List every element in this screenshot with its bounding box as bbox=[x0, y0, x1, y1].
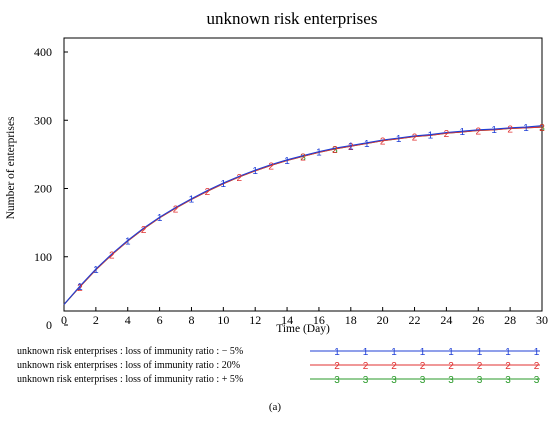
legend-marker-2: 2 bbox=[534, 361, 540, 372]
legend-marker-3: 3 bbox=[391, 375, 397, 386]
x-tick-label: 20 bbox=[377, 313, 389, 327]
x-tick-label: 18 bbox=[345, 313, 357, 327]
legend-marker-1: 1 bbox=[448, 347, 454, 358]
series-marker-1: 1 bbox=[523, 123, 529, 134]
series-marker-2: 2 bbox=[268, 161, 274, 172]
legend-marker-2: 2 bbox=[420, 361, 426, 372]
legend-marker-3: 3 bbox=[420, 375, 426, 386]
chart-title: unknown risk enterprises bbox=[207, 9, 378, 28]
figure-caption: (a) bbox=[269, 401, 282, 413]
series-marker-2: 2 bbox=[109, 251, 115, 262]
y-axis: 0 100 200 300 400 bbox=[34, 45, 68, 332]
legend-marker-3: 3 bbox=[334, 375, 340, 386]
x-axis-label: Time (Day) bbox=[276, 323, 330, 335]
legend-marker-1: 1 bbox=[477, 347, 483, 358]
y-tick-label: 0 bbox=[46, 318, 52, 332]
legend-marker-2: 2 bbox=[334, 361, 340, 372]
x-tick-label: 8 bbox=[188, 313, 194, 327]
x-tick-label: 22 bbox=[409, 313, 421, 327]
legend: unknown risk enterprises : loss of immun… bbox=[17, 346, 540, 386]
series-marker-2: 2 bbox=[475, 126, 481, 137]
legend-label: unknown risk enterprises : loss of immun… bbox=[17, 374, 243, 385]
x-tick-label: 16 bbox=[313, 313, 325, 327]
series-marker-1: 1 bbox=[316, 148, 322, 159]
series-line-2 bbox=[63, 126, 543, 305]
legend-marker-1: 1 bbox=[363, 347, 369, 358]
legend-marker-1: 1 bbox=[534, 347, 540, 358]
x-tick-label: 14 bbox=[281, 313, 293, 327]
series-marker-1: 1 bbox=[364, 139, 370, 150]
legend-marker-2: 2 bbox=[505, 361, 511, 372]
series-marker-1: 1 bbox=[491, 125, 497, 136]
legend-marker-2: 2 bbox=[448, 361, 454, 372]
series-marker-2: 2 bbox=[300, 152, 306, 163]
series-marker-2: 2 bbox=[444, 129, 450, 140]
series-lines bbox=[63, 125, 543, 305]
series-marker-3: 3 bbox=[539, 123, 545, 134]
series-marker-1: 1 bbox=[284, 156, 290, 167]
plot-frame bbox=[63, 37, 543, 312]
series-marker-1: 1 bbox=[189, 195, 195, 206]
legend-marker-1: 1 bbox=[420, 347, 426, 358]
series-marker-1: 1 bbox=[77, 282, 83, 293]
series-marker-1: 1 bbox=[348, 142, 354, 153]
x-tick-label: 24 bbox=[440, 313, 452, 327]
legend-marker-1: 1 bbox=[391, 347, 397, 358]
x-tick-label: 12 bbox=[249, 313, 261, 327]
x-tick-label: 6 bbox=[157, 313, 163, 327]
legend-marker-2: 2 bbox=[477, 361, 483, 372]
series-marker-2: 2 bbox=[539, 123, 545, 134]
y-tick-label: 200 bbox=[34, 182, 52, 196]
series-marker-1: 1 bbox=[428, 131, 434, 142]
legend-marker-3: 3 bbox=[505, 375, 511, 386]
legend-marker-2: 2 bbox=[391, 361, 397, 372]
y-axis-label: Number of enterprises bbox=[5, 116, 17, 219]
series-marker-1: 1 bbox=[221, 179, 227, 190]
series-marker-2: 2 bbox=[380, 137, 386, 148]
series-marker-1: 1 bbox=[125, 236, 131, 247]
series-marker-2: 2 bbox=[77, 283, 83, 294]
series-marker-3: 3 bbox=[332, 145, 338, 156]
y-tick-label: 300 bbox=[34, 113, 52, 127]
legend-marker-2: 2 bbox=[363, 361, 369, 372]
x-tick-label: 26 bbox=[472, 313, 484, 327]
legend-label: unknown risk enterprises : loss of immun… bbox=[17, 360, 240, 371]
legend-marker-1: 1 bbox=[505, 347, 511, 358]
series-marker-2: 2 bbox=[205, 187, 211, 198]
series-marker-2: 2 bbox=[507, 124, 513, 135]
series-marker-2: 2 bbox=[173, 204, 179, 215]
series-marker-1: 1 bbox=[252, 166, 258, 177]
series-marker-2: 2 bbox=[236, 173, 242, 184]
legend-marker-3: 3 bbox=[448, 375, 454, 386]
series-marker-1: 1 bbox=[396, 134, 402, 145]
series-marker-2: 2 bbox=[141, 225, 147, 236]
x-tick-label: 4 bbox=[125, 313, 131, 327]
x-tick-label: 30 bbox=[536, 313, 548, 327]
x-tick-label: 10 bbox=[217, 313, 229, 327]
y-tick-label: 400 bbox=[34, 45, 52, 59]
x-tick-label: 28 bbox=[504, 313, 516, 327]
legend-label: unknown risk enterprises : loss of immun… bbox=[17, 346, 243, 357]
x-tick-label: 2 bbox=[93, 313, 99, 327]
series-marker-2: 2 bbox=[412, 133, 418, 144]
series-line-1 bbox=[63, 125, 543, 305]
series-marker-1: 1 bbox=[460, 127, 466, 138]
legend-marker-3: 3 bbox=[534, 375, 540, 386]
series-marker-2: 2 bbox=[332, 145, 338, 156]
x-tick-label: 0 bbox=[61, 313, 67, 327]
legend-marker-3: 3 bbox=[477, 375, 483, 386]
x-axis: 0 2 4 6 8 10 12 14 16 18 20 22 24 26 28 30 bbox=[61, 307, 548, 327]
series-marker-2: 2 bbox=[348, 142, 354, 153]
series-marker-1: 1 bbox=[157, 213, 163, 224]
series-marker-1: 1 bbox=[93, 265, 99, 276]
series-marker-3: 3 bbox=[300, 152, 306, 163]
y-tick-label: 100 bbox=[34, 250, 52, 264]
legend-marker-1: 1 bbox=[334, 347, 340, 358]
legend-marker-3: 3 bbox=[363, 375, 369, 386]
